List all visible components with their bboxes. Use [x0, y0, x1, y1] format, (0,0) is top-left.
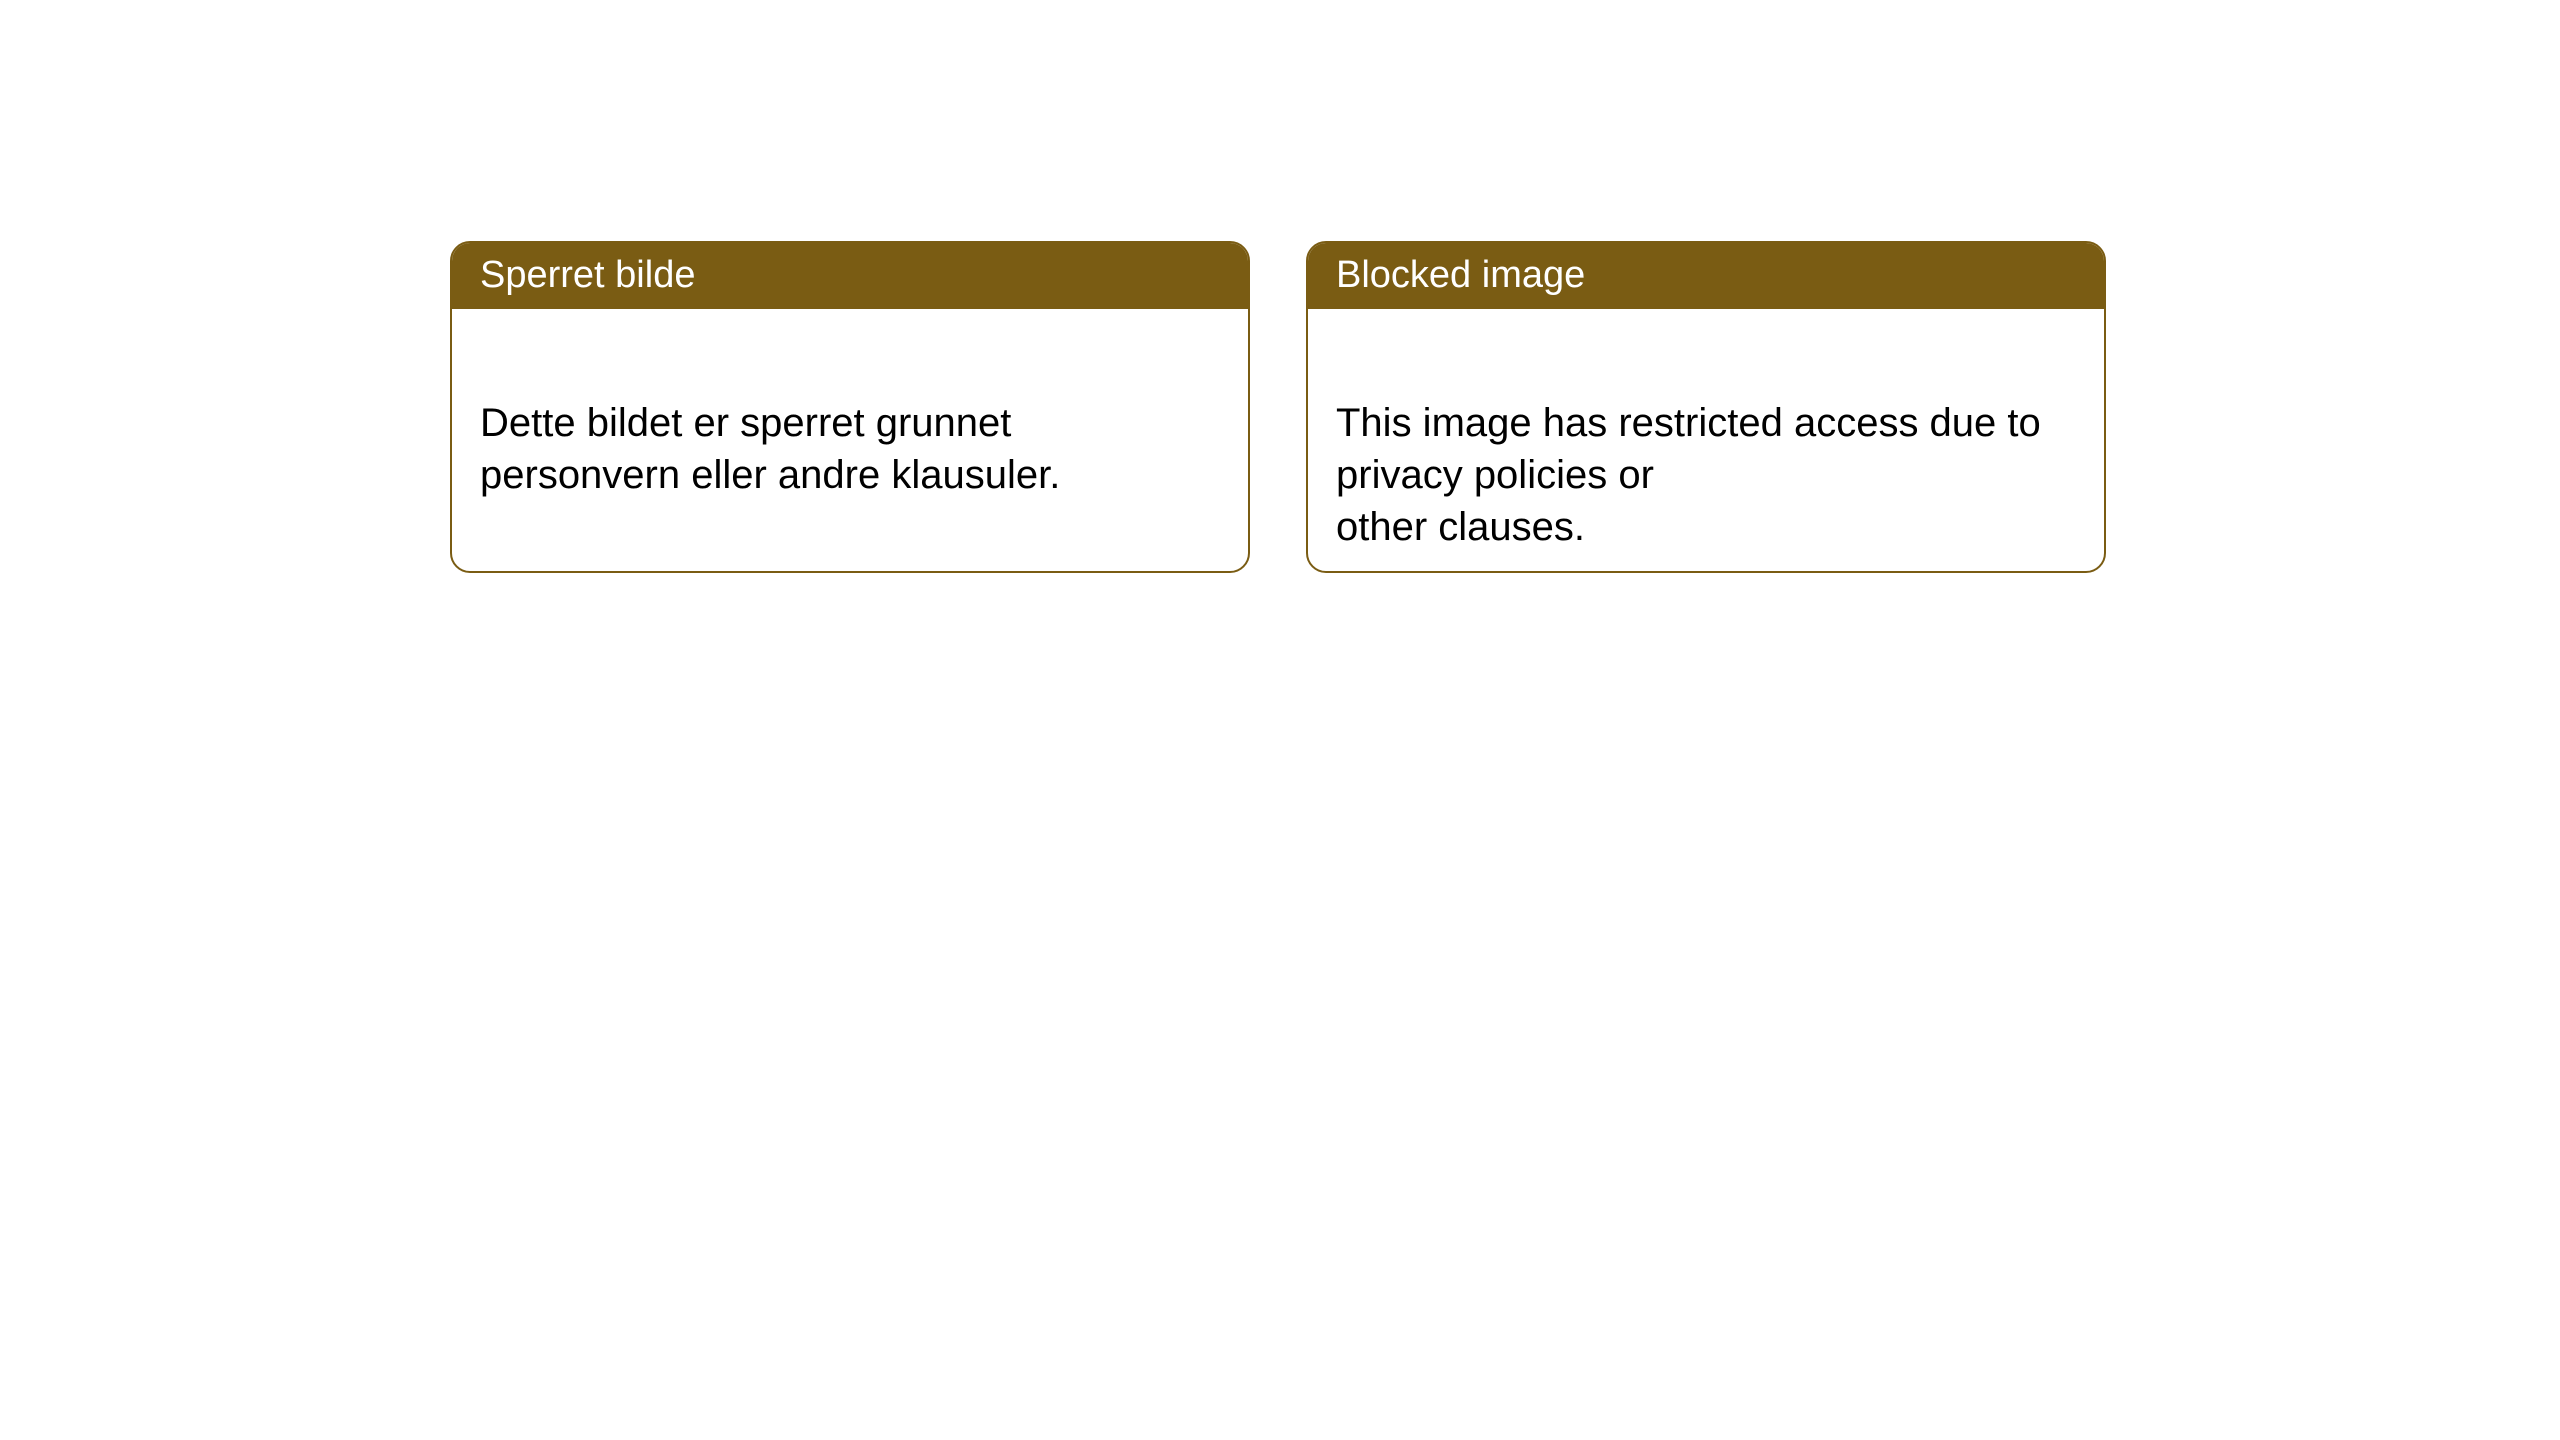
blocked-image-card-english: Blocked image This image has restricted …: [1306, 241, 2106, 573]
blocked-image-card-norwegian: Sperret bilde Dette bildet er sperret gr…: [450, 241, 1250, 573]
card-header: Blocked image: [1308, 243, 2104, 309]
card-body-text: Dette bildet er sperret grunnet personve…: [480, 401, 1060, 497]
blocked-image-notices: Sperret bilde Dette bildet er sperret gr…: [450, 241, 2106, 573]
card-body: Dette bildet er sperret grunnet personve…: [452, 309, 1248, 537]
card-title: Blocked image: [1336, 254, 1585, 296]
card-body: This image has restricted access due to …: [1308, 309, 2104, 573]
card-title: Sperret bilde: [480, 254, 695, 296]
card-header: Sperret bilde: [452, 243, 1248, 309]
card-body-text: This image has restricted access due to …: [1336, 401, 2041, 549]
